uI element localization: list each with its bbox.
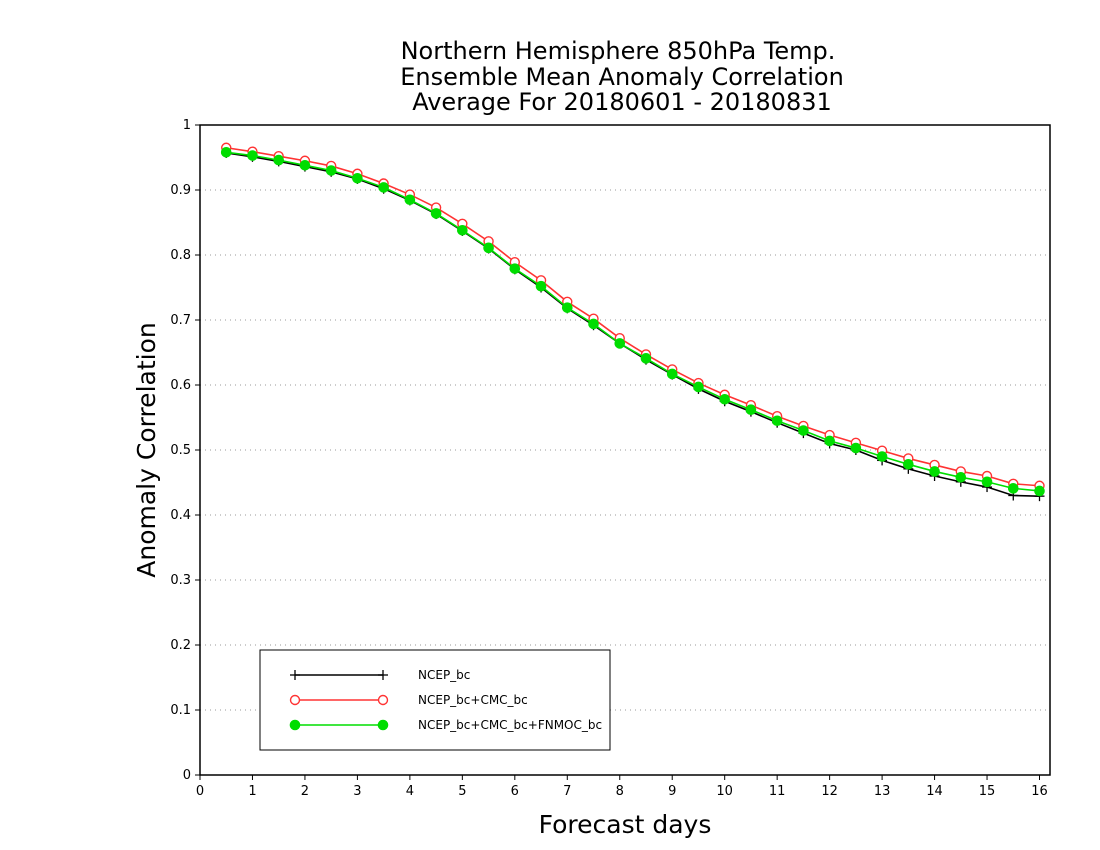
filled-circle-marker — [1034, 485, 1045, 497]
filled-circle-marker — [614, 338, 626, 349]
filled-circle-marker — [929, 466, 940, 477]
y-gridlines — [200, 189, 1050, 711]
filled-circle-marker — [693, 381, 704, 393]
filled-circle-marker — [325, 165, 337, 176]
series-2 — [220, 147, 1045, 497]
legend-label: NCEP_bc+CMC_bc+FNMOC_bc — [418, 718, 602, 732]
y-tick-label: 0.1 — [170, 703, 191, 718]
filled-circle-marker — [509, 263, 521, 274]
filled-circle-marker — [903, 459, 914, 470]
filled-circle-marker — [771, 415, 783, 427]
x-tick-label: 13 — [874, 784, 891, 799]
series-line — [226, 151, 1040, 492]
y-axis-label: Anomaly Correlation — [132, 322, 161, 577]
y-tick-label: 0.6 — [170, 378, 191, 393]
filled-circle-marker — [273, 154, 285, 166]
filled-circle-marker — [247, 150, 258, 161]
filled-circle-marker — [798, 425, 809, 436]
x-tick-label: 8 — [616, 784, 624, 799]
series-1 — [221, 142, 1045, 491]
legend-entry: NCEP_bc+CMC_bc+FNMOC_bc — [289, 718, 602, 732]
filled-circle-marker — [588, 318, 599, 330]
filled-circle-marker — [719, 394, 730, 405]
title-line-1: Northern Hemisphere 850hPa Temp. — [401, 37, 836, 65]
x-tick-label: 3 — [353, 784, 361, 799]
filled-circle-marker — [535, 280, 547, 292]
filled-circle-marker — [1007, 483, 1019, 494]
series-layer — [220, 142, 1045, 502]
filled-circle-marker — [377, 719, 389, 731]
x-tick-label: 1 — [248, 784, 256, 799]
y-tick-label: 1 — [183, 118, 191, 133]
filled-circle-marker — [404, 194, 416, 206]
filled-circle-marker — [378, 182, 389, 193]
y-tick-label: 0.5 — [170, 443, 191, 458]
filled-circle-marker — [289, 719, 301, 731]
open-circle-marker — [289, 694, 301, 706]
legend-entry: NCEP_bc — [290, 668, 470, 682]
x-axis-label: Forecast days — [539, 810, 712, 839]
x-tick-label: 11 — [769, 784, 786, 799]
filled-circle-marker — [824, 435, 835, 447]
y-tick-label: 0.9 — [170, 183, 191, 198]
x-tick-label: 5 — [458, 784, 466, 799]
y-tick-label: 0.2 — [170, 638, 191, 653]
filled-circle-marker — [666, 368, 678, 380]
series-line — [226, 146, 1040, 487]
x-tick-label: 15 — [979, 784, 996, 799]
filled-circle-marker — [850, 442, 862, 454]
y-tick-label: 0.4 — [170, 508, 191, 523]
x-tick-label: 4 — [406, 784, 414, 799]
chart-title: Northern Hemisphere 850hPa Temp. Ensembl… — [400, 37, 844, 116]
x-tick-label: 10 — [716, 784, 733, 799]
x-tick-label: 16 — [1031, 784, 1048, 799]
legend-label: NCEP_bc — [418, 668, 470, 682]
title-line-3: Average For 20180601 - 20180831 — [412, 88, 832, 116]
plus-marker — [290, 670, 300, 680]
legend: NCEP_bc NCEP_bc+CMC_bc NCEP_bc+CMC_bc+FNMO… — [259, 649, 611, 751]
x-tick-label: 9 — [668, 784, 676, 799]
x-tick-label: 6 — [511, 784, 519, 799]
filled-circle-marker — [457, 225, 468, 236]
x-tick-label: 14 — [926, 784, 943, 799]
title-line-2: Ensemble Mean Anomaly Correlation — [400, 63, 844, 91]
series-0 — [221, 147, 1045, 502]
filled-circle-marker — [220, 147, 232, 158]
filled-circle-marker — [981, 476, 993, 488]
x-tick-label: 0 — [196, 784, 204, 799]
plus-marker — [378, 670, 388, 680]
filled-circle-marker — [955, 472, 967, 483]
filled-circle-marker — [561, 302, 573, 313]
y-tick-label: 0 — [183, 768, 191, 783]
open-circle-marker — [377, 694, 389, 706]
filled-circle-marker — [876, 451, 888, 462]
x-tick-label: 2 — [301, 784, 309, 799]
axis-ticks: 00.10.20.30.40.50.60.70.80.910 1 2 3 4 5 6 7 8 9 1… — [170, 118, 1047, 799]
x-tick-label: 12 — [821, 784, 838, 799]
filled-circle-marker — [299, 160, 311, 171]
filled-circle-marker — [352, 173, 363, 184]
filled-circle-marker — [640, 353, 652, 364]
x-tick-label: 7 — [563, 784, 571, 799]
y-tick-label: 0.3 — [170, 573, 191, 588]
y-tick-label: 0.8 — [170, 248, 191, 263]
y-tick-label: 0.7 — [170, 313, 191, 328]
series-line — [226, 152, 1040, 497]
filled-circle-marker — [745, 404, 757, 416]
legend-entry: NCEP_bc+CMC_bc — [289, 693, 528, 707]
legend-label: NCEP_bc+CMC_bc — [418, 693, 528, 707]
filled-circle-marker — [430, 208, 442, 219]
filled-circle-marker — [483, 242, 494, 254]
